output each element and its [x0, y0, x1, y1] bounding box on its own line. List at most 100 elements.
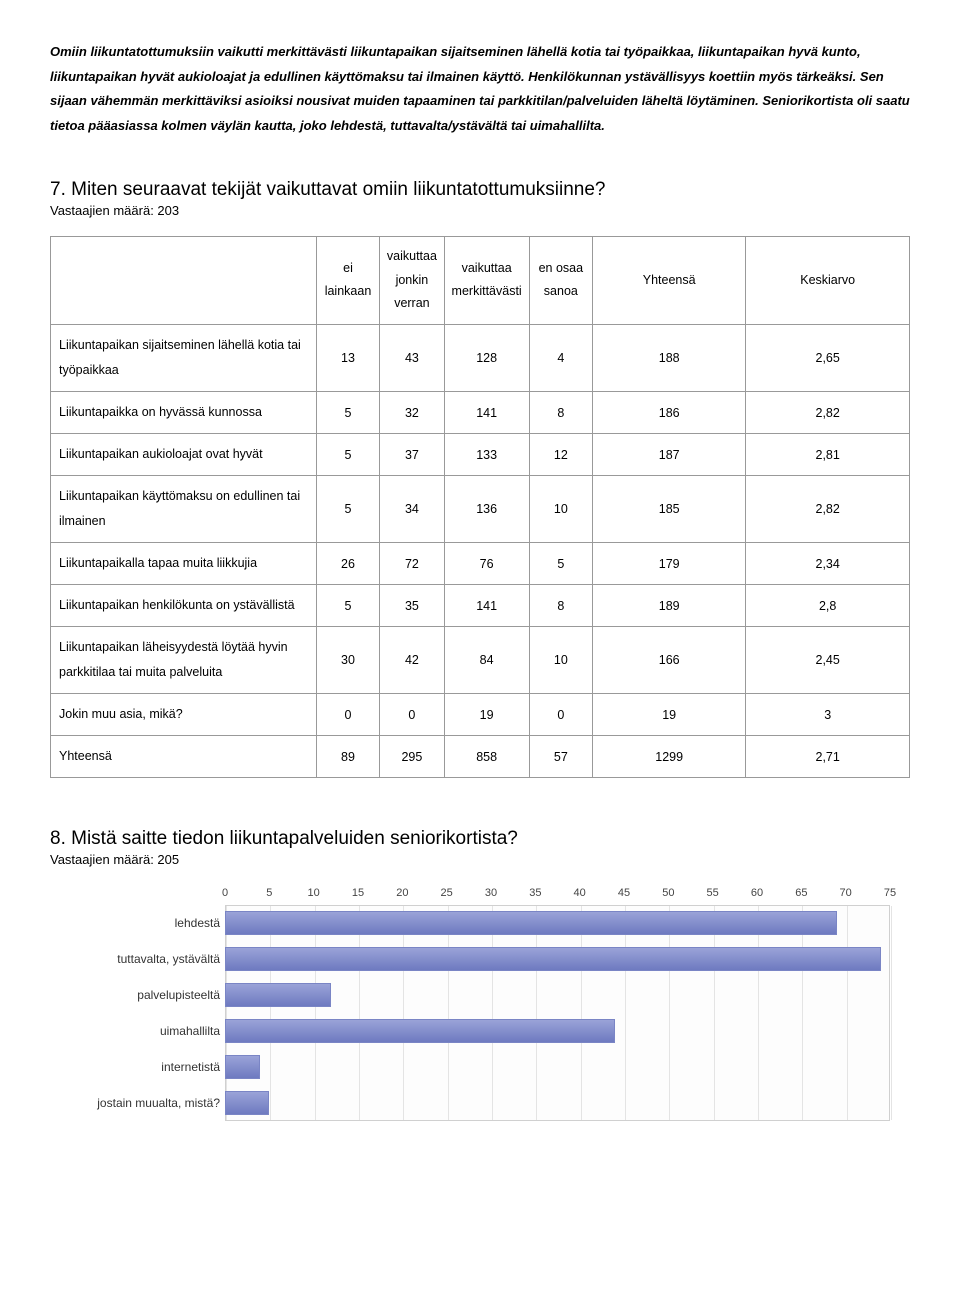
- table-cell: 10: [529, 627, 592, 694]
- table-cell: 2,82: [746, 476, 910, 543]
- chart-category-label: jostain muualta, mistä?: [97, 1096, 220, 1110]
- table-cell: 0: [316, 694, 379, 736]
- axis-tick-label: 30: [485, 887, 497, 899]
- table-cell: 13: [316, 325, 379, 392]
- header-col5: Yhteensä: [593, 236, 746, 324]
- table-row: Liikuntapaikan sijaitseminen lähellä kot…: [51, 325, 910, 392]
- table-cell: 19: [593, 694, 746, 736]
- table-cell: 188: [593, 325, 746, 392]
- axis-tick-label: 0: [222, 887, 228, 899]
- chart-category-label: tuttavalta, ystävältä: [117, 952, 220, 966]
- table-row: Yhteensä892958585712992,71: [51, 736, 910, 778]
- intro-paragraph: Omiin liikuntatottumuksiin vaikutti merk…: [50, 40, 910, 139]
- table-cell: 5: [316, 585, 379, 627]
- table-cell: 136: [444, 476, 529, 543]
- table-cell: 43: [380, 325, 444, 392]
- axis-tick-label: 40: [574, 887, 586, 899]
- table-cell: 32: [380, 392, 444, 434]
- row-label: Liikuntapaikan läheisyydestä löytää hyvi…: [51, 627, 317, 694]
- table-cell: 295: [380, 736, 444, 778]
- row-label: Liikuntapaikka on hyvässä kunnossa: [51, 392, 317, 434]
- q8-sub: Vastaajien määrä: 205: [50, 852, 910, 867]
- chart-bar: [225, 1091, 269, 1115]
- row-label: Liikuntapaikan sijaitseminen lähellä kot…: [51, 325, 317, 392]
- header-col2: vaikuttaa jonkin verran: [380, 236, 444, 324]
- table-cell: 10: [529, 476, 592, 543]
- chart-category-label: internetistä: [161, 1060, 220, 1074]
- table-cell: 5: [316, 392, 379, 434]
- table-cell: 76: [444, 543, 529, 585]
- row-label: Jokin muu asia, mikä?: [51, 694, 317, 736]
- chart-row: internetistä: [70, 1049, 890, 1085]
- table-cell: 8: [529, 585, 592, 627]
- chart-row: jostain muualta, mistä?: [70, 1085, 890, 1121]
- chart-row: tuttavalta, ystävältä: [70, 941, 890, 977]
- axis-tick-label: 70: [840, 887, 852, 899]
- axis-tick-label: 50: [662, 887, 674, 899]
- axis-tick-label: 65: [795, 887, 807, 899]
- table-cell: 4: [529, 325, 592, 392]
- chart-category-label: lehdestä: [175, 916, 220, 930]
- table-cell: 1299: [593, 736, 746, 778]
- table-cell: 187: [593, 434, 746, 476]
- header-col1: ei lainkaan: [316, 236, 379, 324]
- table-row: Jokin muu asia, mikä?00190193: [51, 694, 910, 736]
- q7-sub: Vastaajien määrä: 203: [50, 203, 910, 218]
- chart-bar: [225, 1055, 260, 1079]
- q7-table: ei lainkaan vaikuttaa jonkin verran vaik…: [50, 236, 910, 778]
- table-row: Liikuntapaikalla tapaa muita liikkujia26…: [51, 543, 910, 585]
- chart-row: palvelupisteeltä: [70, 977, 890, 1013]
- table-cell: 3: [746, 694, 910, 736]
- table-cell: 2,81: [746, 434, 910, 476]
- table-cell: 2,45: [746, 627, 910, 694]
- table-cell: 185: [593, 476, 746, 543]
- table-cell: 26: [316, 543, 379, 585]
- table-cell: 57: [529, 736, 592, 778]
- row-label: Liikuntapaikan aukioloajat ovat hyvät: [51, 434, 317, 476]
- header-col4: en osaa sanoa: [529, 236, 592, 324]
- table-cell: 35: [380, 585, 444, 627]
- table-cell: 30: [316, 627, 379, 694]
- row-label: Liikuntapaikalla tapaa muita liikkujia: [51, 543, 317, 585]
- axis-tick-label: 75: [884, 887, 896, 899]
- table-cell: 128: [444, 325, 529, 392]
- table-cell: 5: [316, 434, 379, 476]
- header-col3: vaikuttaa merkittävästi: [444, 236, 529, 324]
- table-header-row: ei lainkaan vaikuttaa jonkin verran vaik…: [51, 236, 910, 324]
- table-cell: 42: [380, 627, 444, 694]
- table-cell: 0: [380, 694, 444, 736]
- table-cell: 12: [529, 434, 592, 476]
- table-cell: 179: [593, 543, 746, 585]
- table-row: Liikuntapaikan läheisyydestä löytää hyvi…: [51, 627, 910, 694]
- axis-tick-label: 5: [266, 887, 272, 899]
- axis-tick-label: 35: [529, 887, 541, 899]
- axis-tick-label: 55: [707, 887, 719, 899]
- row-label: Liikuntapaikan henkilökunta on ystävälli…: [51, 585, 317, 627]
- axis-tick-label: 15: [352, 887, 364, 899]
- q8-title: 8. Mistä saitte tiedon liikuntapalveluid…: [50, 828, 910, 850]
- table-row: Liikuntapaikan aukioloajat ovat hyvät537…: [51, 434, 910, 476]
- table-cell: 37: [380, 434, 444, 476]
- table-cell: 141: [444, 392, 529, 434]
- chart-bar: [225, 983, 331, 1007]
- table-row: Liikuntapaikan henkilökunta on ystävälli…: [51, 585, 910, 627]
- table-row: Liikuntapaikan käyttömaksu on edullinen …: [51, 476, 910, 543]
- table-cell: 166: [593, 627, 746, 694]
- table-cell: 0: [529, 694, 592, 736]
- table-cell: 19: [444, 694, 529, 736]
- table-row: Liikuntapaikka on hyvässä kunnossa532141…: [51, 392, 910, 434]
- table-cell: 2,65: [746, 325, 910, 392]
- chart-category-label: palvelupisteeltä: [137, 988, 220, 1002]
- row-label: Yhteensä: [51, 736, 317, 778]
- chart-row: uimahallilta: [70, 1013, 890, 1049]
- table-cell: 2,34: [746, 543, 910, 585]
- row-label: Liikuntapaikan käyttömaksu on edullinen …: [51, 476, 317, 543]
- table-cell: 8: [529, 392, 592, 434]
- header-empty: [51, 236, 317, 324]
- table-cell: 72: [380, 543, 444, 585]
- table-cell: 2,8: [746, 585, 910, 627]
- axis-tick-label: 10: [308, 887, 320, 899]
- table-cell: 858: [444, 736, 529, 778]
- table-cell: 84: [444, 627, 529, 694]
- table-cell: 189: [593, 585, 746, 627]
